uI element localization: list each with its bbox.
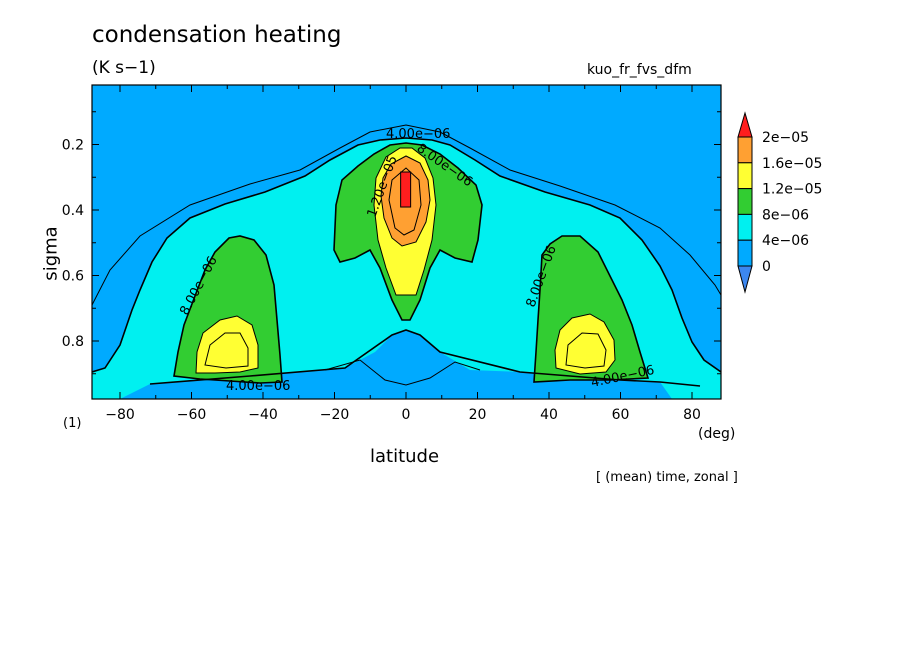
contour-line-nh-inner xyxy=(565,332,607,369)
contour-label: 4.00e−06 xyxy=(386,127,450,142)
contour-line-tropical-inner xyxy=(388,167,422,236)
contour-fills xyxy=(92,85,721,399)
frame-number: (1) xyxy=(63,416,82,431)
x-tick-label: 60 xyxy=(612,407,630,423)
contour-line-1.2e-05-3 xyxy=(554,313,616,375)
x-tick-label: −20 xyxy=(320,407,350,423)
colorbar-segment xyxy=(737,136,753,164)
contour-line-sh-inner xyxy=(204,332,249,369)
y-tick-label: 0.8 xyxy=(62,334,84,350)
colorbar-label: 2e−05 xyxy=(762,130,809,146)
contour-line-1.2e-05-2 xyxy=(373,147,437,296)
contour-label: 4.00e−06 xyxy=(226,379,290,394)
y-tick-label: 0.4 xyxy=(62,203,84,219)
x-axis-label: latitude xyxy=(370,446,440,467)
colorbar-cap-top xyxy=(737,111,753,138)
colorbar-segment xyxy=(737,239,753,267)
y-tick-label: 0.6 xyxy=(62,269,84,285)
colorbar-label: 1.2e−05 xyxy=(762,182,822,198)
contour-line-8e-06-3 xyxy=(533,235,650,383)
x-tick-label: 40 xyxy=(540,407,558,423)
averaging-note: [ (mean) time, zonal ] xyxy=(596,470,738,485)
x-tick-label: −40 xyxy=(248,407,278,423)
contour-line-lower xyxy=(149,329,701,387)
x-tick-label: −60 xyxy=(177,407,207,423)
colorbar: 2e−05 1.6e−05 1.2e−05 8e−06 4e−06 0 xyxy=(737,111,822,294)
contour-line-8e-06-1 xyxy=(173,235,283,384)
colorbar-segment xyxy=(737,213,753,241)
contour-line-1.6e-05 xyxy=(380,155,431,247)
contour-line-surface xyxy=(324,359,481,386)
colorbar-cap-bottom xyxy=(737,265,753,294)
x-tick-label: 0 xyxy=(402,407,411,423)
units-label: (K s−1) xyxy=(92,58,156,78)
colorbar-label: 1.6e−05 xyxy=(762,156,822,172)
fill-level-3-region-1 xyxy=(196,316,258,373)
colorbar-label: 8e−06 xyxy=(762,207,809,223)
x-tick-label: 80 xyxy=(683,407,701,423)
colorbar-segment xyxy=(737,188,753,215)
contour-line-1.2e-05-1 xyxy=(195,315,259,374)
colorbar-label: 0 xyxy=(762,259,771,275)
contour-lines xyxy=(92,124,721,387)
contour-line-4e-06 xyxy=(92,137,721,373)
plot-axes: −80 −60 −40 −20 0 20 40 60 80 0.2 0.4 0.6 0.8 xyxy=(62,84,722,423)
x-axis-unit: (deg) xyxy=(698,426,736,442)
y-tick-label: 0.2 xyxy=(62,138,84,154)
contour-line-8e-06-2 xyxy=(333,142,483,321)
x-tick-label: −80 xyxy=(105,407,135,423)
contour-line-outer xyxy=(92,124,721,306)
colorbar-segment xyxy=(737,162,753,190)
chart-title: condensation heating xyxy=(92,22,342,48)
fill-level-3-region-3 xyxy=(555,314,615,374)
run-id-label: kuo_fr_fvs_dfm xyxy=(587,62,692,78)
fill-level-5-max xyxy=(400,171,412,208)
colorbar-label: 4e−06 xyxy=(762,233,809,249)
x-tick-label: 20 xyxy=(469,407,487,423)
